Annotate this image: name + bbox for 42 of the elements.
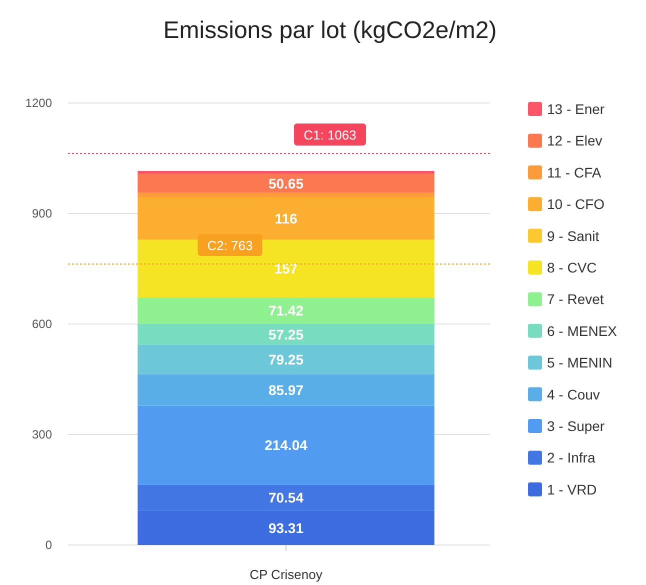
bar [138,324,434,345]
legend-label: 5 - MENIN [547,354,612,371]
legend-label: 12 - Elev [547,132,602,149]
y-tick-label: 0 [45,538,52,552]
legend-label: 7 - Revet [547,291,604,308]
data-label: 79.25 [268,352,304,368]
legend-label: 2 - Infra [547,450,596,466]
bar [138,240,434,298]
data-label: 93.31 [268,520,304,536]
bar [138,174,434,193]
legend-label: 10 - CFO [547,196,605,212]
ref-line-label: C2: 763 [207,238,253,253]
legend-label: 9 - Sanit [547,228,600,244]
data-label: 157 [274,260,298,277]
legend-label: 6 - MENEX [547,322,618,339]
legend-label: 4 - Couv [547,386,600,402]
legend-label: 8 - CVC [547,260,597,276]
bar [138,344,434,374]
data-label: 70.54 [268,490,304,506]
data-label: 214.04 [264,437,308,454]
data-label: 85.97 [268,382,304,398]
bar [138,170,434,174]
ref-line-label: C1: 1063 [304,127,356,142]
y-tick-label: 900 [32,206,52,220]
bar [138,298,434,324]
y-tick-label: 1200 [25,96,52,110]
bar [138,374,434,406]
y-tick-label: 600 [32,317,52,331]
chart-title: Emissions par lot (kgCO2e/m2) [163,17,497,44]
data-label: 57.25 [268,326,304,342]
x-tick-label: CP Crisenoy [250,567,323,582]
y-tick-label: 300 [32,428,52,442]
legend-label: 3 - Super [547,418,605,434]
bar [138,192,434,198]
legend-label: 13 - Ener [547,101,605,117]
data-label: 50.65 [268,175,304,192]
bar [138,406,434,485]
data-label: 116 [274,210,298,226]
data-label: 71.42 [268,302,304,319]
bar [138,197,434,240]
legend-label: 1 - VRD [547,481,597,498]
legend-label: 11 - CFA [547,164,602,180]
